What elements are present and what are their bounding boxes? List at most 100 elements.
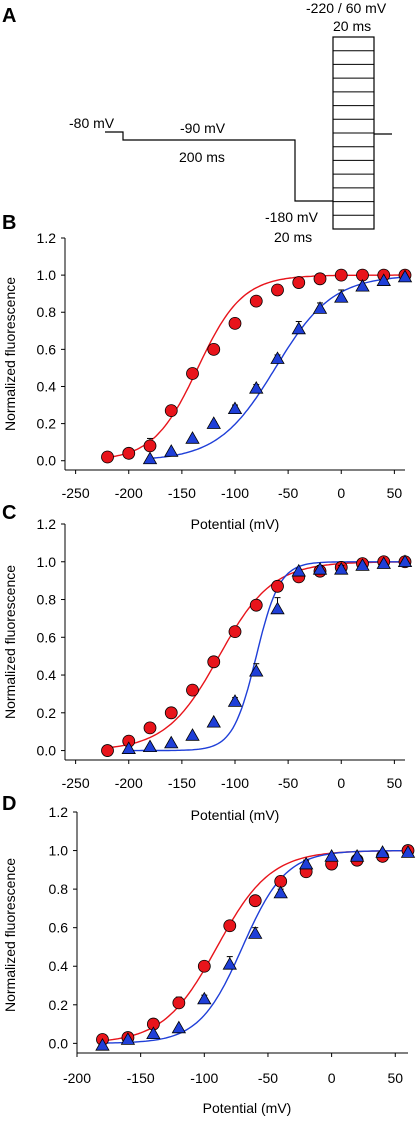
data-point-circle (334, 268, 348, 282)
data-point-triangle (249, 663, 264, 677)
data-point-triangle (248, 926, 263, 939)
data-point-triangle (334, 290, 349, 303)
fit-curve-circle (102, 850, 408, 1042)
chart-panel-b: 0.0 0.2 0.4 0.6 0.8 1.0 1.2 -250 -200 -150 -100 -50… (2, 230, 413, 532)
data-point-triangle (349, 849, 365, 862)
data-point-circle (143, 439, 157, 453)
data-point-triangle (270, 601, 285, 615)
data-point-triangle (185, 728, 200, 741)
x-tick-label: 50 (387, 1070, 403, 1086)
chart-panel-c: 0.0 0.2 0.4 0.6 0.8 1.0 1.2 -250 -200 -150 -100 -50… (2, 516, 413, 823)
panel-label-c: C (2, 502, 16, 524)
axis-ticks-b: 0.0 0.2 0.4 0.6 0.8 1.0 1.2 -250 -200 -150 -100 -50… (37, 230, 403, 501)
data-point-circle (207, 342, 221, 356)
label-test-duration: 20 ms (333, 18, 371, 34)
fit-curve-triangle (149, 276, 406, 460)
data-point-triangle (397, 269, 413, 283)
data-point-triangle (312, 562, 328, 575)
data-point-circle (172, 996, 186, 1010)
data-point-triangle (334, 562, 349, 575)
protocol-trace (105, 131, 333, 202)
data-point-circle (223, 919, 237, 933)
x-tick-label: -100 (190, 1070, 218, 1086)
data-point-triangle (142, 451, 158, 465)
x-axis-title-d: Potential (mV) (203, 1100, 292, 1116)
data-point-triangle (375, 845, 390, 858)
fit-curve-triangle (128, 561, 405, 752)
data-point-circle (164, 706, 178, 720)
y-tick-label: 0.0 (37, 743, 57, 759)
x-tick-label: -150 (168, 485, 196, 501)
y-tick-label: 0.4 (37, 378, 57, 394)
data-point-circle (164, 404, 178, 418)
data-point-circle (101, 450, 114, 464)
x-tick-label: -50 (278, 485, 298, 501)
data-point-triangle (142, 739, 158, 753)
test-pulse-steps (333, 50, 374, 216)
label-hyperpolarization-duration: 20 ms (274, 229, 312, 245)
data-point-triangle (400, 845, 416, 858)
data-point-triangle (376, 273, 391, 286)
x-tick-label: 50 (387, 485, 403, 501)
y-tick-label: 1.2 (37, 230, 57, 246)
chart-panel-d: 0.00.20.40.60.81.01.2-200 -150 -100 -50 0 50 … (2, 804, 416, 1116)
data-point-triangle (227, 694, 243, 707)
fit-curve-triangle (102, 850, 408, 1044)
data-point-triangle (164, 444, 179, 457)
x-tick-label: -50 (258, 1070, 278, 1086)
data-point-circle (274, 875, 288, 888)
data-point-circle (271, 579, 284, 593)
y-tick-label: 0.2 (37, 416, 57, 432)
y-tick-label: 0.2 (37, 705, 57, 721)
data-point-triangle (298, 856, 314, 870)
y-axis-title-b: Normalized fluorescence (2, 277, 18, 431)
y-tick-label: 0.8 (37, 592, 57, 608)
data-point-triangle (273, 885, 288, 899)
data-point-circle (228, 316, 242, 330)
y-tick-label: 0.0 (49, 1035, 69, 1051)
plot-area-c (101, 554, 413, 757)
data-point-circle (249, 294, 263, 308)
data-point-circle (292, 276, 306, 289)
voltage-protocol: -80 mV -90 mV 200 ms -180 mV 20 ms -220 … (69, 0, 392, 245)
data-point-triangle (146, 1026, 161, 1039)
x-tick-label: 0 (328, 1070, 336, 1086)
data-point-triangle (291, 563, 306, 577)
data-point-circle (249, 598, 263, 612)
data-point-circle (248, 894, 262, 908)
data-point-triangle (171, 1020, 187, 1034)
axis-ticks-c: 0.0 0.2 0.4 0.6 0.8 1.0 1.2 -250 -200 -150 -100 -50… (37, 516, 403, 791)
y-tick-label: 0.4 (37, 667, 57, 683)
panel-label-d: D (2, 793, 16, 815)
data-point-triangle (197, 991, 212, 1005)
x-tick-label: -250 (62, 485, 90, 501)
x-tick-label: -150 (168, 775, 196, 791)
x-axis-title-b: Potential (mV) (191, 516, 280, 532)
x-tick-label: -100 (221, 485, 249, 501)
y-tick-label: 1.0 (37, 267, 57, 283)
data-point-circle (101, 744, 114, 757)
label-holding-potential: -80 mV (69, 115, 115, 131)
data-point-circle (186, 683, 199, 697)
label-prepulse-duration: 200 ms (179, 149, 225, 165)
x-tick-label: 50 (387, 775, 403, 791)
data-point-circle (207, 655, 221, 669)
data-point-circle (271, 283, 284, 297)
y-tick-label: 0.4 (49, 958, 69, 974)
x-tick-label: -200 (63, 1070, 91, 1086)
plot-area-b (101, 268, 413, 465)
x-tick-label: 0 (337, 485, 345, 501)
y-tick-label: 1.2 (37, 516, 57, 532)
x-tick-label: -50 (278, 775, 298, 791)
y-tick-label: 1.0 (49, 843, 69, 859)
data-point-triangle (355, 278, 370, 292)
y-axis-title-d: Normalized fluorescence (2, 858, 18, 1012)
panel-label-b: B (2, 212, 16, 234)
data-point-triangle (355, 558, 370, 571)
data-point-circle (143, 721, 157, 735)
data-point-circle (197, 959, 211, 973)
data-point-triangle (270, 351, 285, 364)
y-tick-label: 1.0 (37, 554, 57, 570)
y-axis-title-c: Normalized fluorescence (2, 565, 18, 719)
